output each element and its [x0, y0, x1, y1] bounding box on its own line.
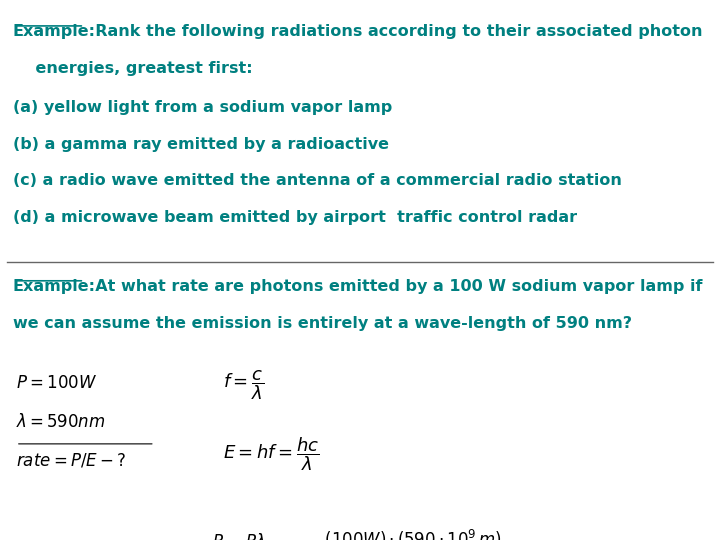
- Text: $rate = \dfrac{P}{E} = \dfrac{P\lambda}{hc} = \dfrac{(100W)\cdot(590\cdot10^{9}\: $rate = \dfrac{P}{E} = \dfrac{P\lambda}{…: [158, 528, 540, 540]
- Text: $P = 100W$: $P = 100W$: [16, 374, 97, 391]
- Text: energies, greatest first:: energies, greatest first:: [13, 61, 253, 76]
- Text: Rank the following radiations according to their associated photon: Rank the following radiations according …: [84, 24, 703, 39]
- Text: $E = hf = \dfrac{hc}{\lambda}$: $E = hf = \dfrac{hc}{\lambda}$: [223, 436, 320, 474]
- Text: (d) a microwave beam emitted by airport  traffic control radar: (d) a microwave beam emitted by airport …: [13, 210, 577, 225]
- Text: (b) a gamma ray emitted by a radioactive: (b) a gamma ray emitted by a radioactive: [13, 137, 389, 152]
- Text: $\lambda = 590nm$: $\lambda = 590nm$: [16, 413, 105, 430]
- Text: (c) a radio wave emitted the antenna of a commercial radio station: (c) a radio wave emitted the antenna of …: [13, 173, 622, 188]
- Text: Example:: Example:: [13, 279, 96, 294]
- Text: (a) yellow light from a sodium vapor lamp: (a) yellow light from a sodium vapor lam…: [13, 100, 392, 115]
- Text: Example:: Example:: [13, 24, 96, 39]
- Text: $rate = P/E - ?$: $rate = P/E - ?$: [16, 452, 126, 470]
- Text: $f = \dfrac{c}{\lambda}$: $f = \dfrac{c}{\lambda}$: [223, 368, 264, 402]
- Text: At what rate are photons emitted by a 100 W sodium vapor lamp if: At what rate are photons emitted by a 10…: [84, 279, 703, 294]
- Text: we can assume the emission is entirely at a wave-length of 590 nm?: we can assume the emission is entirely a…: [13, 316, 632, 331]
